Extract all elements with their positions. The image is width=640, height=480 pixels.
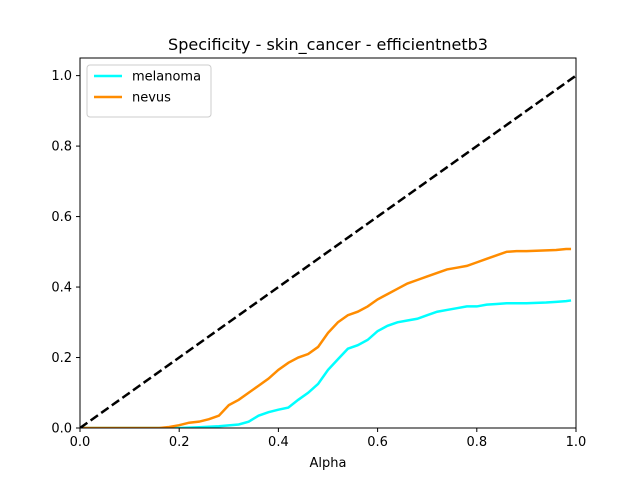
y-tick-label: 0.0 — [51, 422, 72, 437]
x-tick-label: 0.2 — [169, 435, 190, 450]
x-tick-label: 0.0 — [70, 435, 91, 450]
y-tick-label: 0.4 — [51, 281, 72, 296]
series-line-melanoma — [80, 299, 572, 428]
x-tick-label: 0.6 — [367, 435, 388, 450]
series-line-nevus — [80, 247, 572, 428]
plot-frame — [79, 57, 577, 429]
x-axis: 0.0 0.2 0.4 0.6 0.8 1.0 — [70, 428, 587, 450]
x-tick-label: 1.0 — [566, 435, 587, 450]
y-tick-label: 0.6 — [51, 210, 72, 225]
y-tick-label: 1.0 — [51, 69, 72, 84]
x-tick-label: 0.8 — [466, 435, 487, 450]
chart-title: Specificity - skin_cancer - efficientnet… — [168, 35, 488, 55]
legend: melanoma nevus — [86, 64, 212, 118]
legend-label-nevus: nevus — [132, 91, 171, 106]
x-tick-label: 0.4 — [268, 435, 289, 450]
y-tick-label: 0.8 — [51, 140, 72, 155]
legend-box — [86, 64, 212, 118]
y-axis: 0.0 0.2 0.4 0.6 0.8 1.0 — [51, 69, 80, 437]
legend-label-melanoma: melanoma — [132, 70, 201, 85]
x-axis-label: Alpha — [310, 456, 347, 471]
series-line-reference — [80, 74, 576, 428]
plot-area — [79, 57, 577, 429]
y-tick-label: 0.2 — [51, 351, 72, 366]
